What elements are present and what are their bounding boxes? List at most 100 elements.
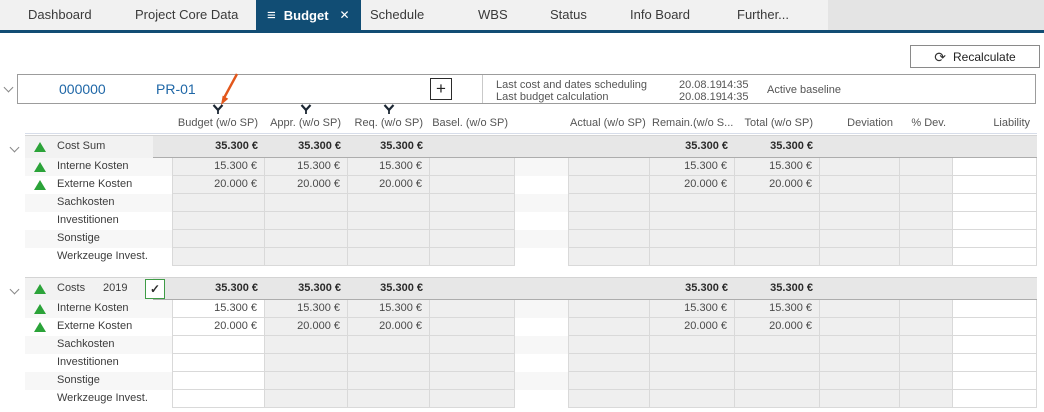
tab-dashboard[interactable]: Dashboard bbox=[28, 7, 92, 22]
filter-icon[interactable] bbox=[383, 104, 395, 115]
table-row[interactable]: Sonstige bbox=[25, 230, 1037, 248]
cell-liability[interactable] bbox=[953, 212, 1037, 230]
project-name[interactable]: PR-01 bbox=[156, 81, 196, 97]
cell-budget[interactable]: 15.300 € bbox=[172, 300, 265, 318]
row-label-cell[interactable]: Externe Kosten bbox=[25, 176, 172, 194]
cell-liability[interactable] bbox=[953, 230, 1037, 248]
column-header-req[interactable]: Req. (w/o SP) bbox=[354, 117, 423, 129]
row-label-cell[interactable]: Sachkosten bbox=[25, 194, 172, 212]
cell-budget[interactable] bbox=[172, 336, 265, 354]
column-header-actual[interactable]: Actual (w/o SP) bbox=[570, 117, 646, 129]
filter-icon[interactable] bbox=[300, 104, 312, 115]
cell-basel bbox=[430, 136, 515, 158]
cell-liability[interactable] bbox=[953, 390, 1037, 408]
cell-liability[interactable] bbox=[953, 176, 1037, 194]
cell-budget[interactable] bbox=[172, 372, 265, 390]
plus-icon: + bbox=[436, 79, 446, 98]
row-label-cell[interactable]: Werkzeuge Invest. bbox=[25, 248, 172, 266]
cell-deviation bbox=[820, 318, 900, 336]
cell-appr bbox=[265, 212, 348, 230]
cell-remain bbox=[650, 354, 735, 372]
column-header-budget[interactable]: Budget (w/o SP) bbox=[177, 117, 258, 129]
tab-project-core-data[interactable]: Project Core Data bbox=[135, 7, 239, 22]
row-label-cell[interactable]: Werkzeuge Invest. bbox=[25, 390, 172, 408]
cell-gap bbox=[515, 318, 568, 336]
group-label-cell[interactable]: Costs 2019 ✓ bbox=[25, 278, 172, 300]
table-row[interactable]: Werkzeuge Invest. bbox=[25, 390, 1037, 408]
cell-basel bbox=[430, 390, 515, 408]
group-row-cost-sum[interactable]: Cost Sum 35.300 € 35.300 € 35.300 € 35.3… bbox=[9, 135, 1037, 158]
table-row[interactable]: Interne Kosten 15.300 € 15.300 € 15.300 … bbox=[25, 300, 1037, 318]
column-header-pdev[interactable]: % Dev. bbox=[911, 117, 946, 129]
row-label-cell[interactable]: Investitionen bbox=[25, 354, 172, 372]
tab-info-board[interactable]: Info Board bbox=[630, 7, 690, 22]
cell-budget[interactable] bbox=[172, 354, 265, 372]
cell-budget[interactable] bbox=[172, 390, 265, 408]
cell-budget[interactable]: 20.000 € bbox=[172, 318, 265, 336]
cell-budget: 20.000 € bbox=[172, 176, 265, 194]
project-code[interactable]: 000000 bbox=[59, 81, 106, 97]
table-row[interactable]: Investitionen bbox=[25, 354, 1037, 372]
cell-liability[interactable] bbox=[953, 248, 1037, 266]
filter-icon[interactable] bbox=[212, 104, 224, 115]
group-label-cell[interactable]: Cost Sum bbox=[25, 136, 172, 158]
tab-schedule[interactable]: Schedule bbox=[370, 7, 425, 22]
cell-liability[interactable] bbox=[953, 194, 1037, 212]
cell-total bbox=[735, 354, 820, 372]
row-label-cell[interactable]: Sonstige bbox=[25, 230, 172, 248]
row-label-cell[interactable]: Investitionen bbox=[25, 212, 172, 230]
header-separator bbox=[25, 133, 1037, 134]
row-label-cell[interactable]: Interne Kosten bbox=[25, 158, 172, 176]
table-row[interactable]: Sonstige bbox=[25, 372, 1037, 390]
cell-pdev bbox=[900, 194, 953, 212]
column-header-appr[interactable]: Appr. (w/o SP) bbox=[270, 117, 341, 129]
add-button[interactable]: + bbox=[430, 78, 452, 100]
cell-liability[interactable] bbox=[953, 372, 1037, 390]
row-label-cell[interactable]: Externe Kosten bbox=[25, 318, 172, 336]
cell-gap bbox=[515, 248, 568, 266]
tab-budget-active[interactable]: ≡ Budget ✕ bbox=[256, 0, 361, 30]
tab-wbs[interactable]: WBS bbox=[478, 7, 508, 22]
table-row[interactable]: Externe Kosten 20.000 € 20.000 € 20.000 … bbox=[25, 176, 1037, 194]
cell-pdev bbox=[900, 318, 953, 336]
column-header-basel[interactable]: Basel. (w/o SP) bbox=[432, 117, 508, 129]
cell-appr: 15.300 € bbox=[265, 158, 348, 176]
row-label-cell[interactable]: Sachkosten bbox=[25, 336, 172, 354]
row-label-cell[interactable]: Interne Kosten bbox=[25, 300, 172, 318]
group-row-costs-2019[interactable]: Costs 2019 ✓ 35.300 € 35.300 € 35.300 € … bbox=[9, 277, 1037, 300]
column-header-deviation[interactable]: Deviation bbox=[847, 117, 893, 129]
tab-status[interactable]: Status bbox=[550, 7, 587, 22]
table-row[interactable]: Sachkosten bbox=[25, 194, 1037, 212]
cell-liability[interactable] bbox=[953, 300, 1037, 318]
row-label: Sonstige bbox=[57, 374, 100, 386]
column-header-total[interactable]: Total (w/o SP) bbox=[744, 117, 813, 129]
table-row[interactable]: Externe Kosten 20.000 € 20.000 € 20.000 … bbox=[25, 318, 1037, 336]
menu-icon[interactable]: ≡ bbox=[267, 6, 276, 24]
cell-liability[interactable] bbox=[953, 158, 1037, 176]
recalculate-button[interactable]: ⟳ Recalculate bbox=[910, 45, 1040, 68]
group-row-band bbox=[153, 136, 1037, 158]
chevron-down-icon[interactable] bbox=[9, 142, 20, 153]
cell-basel bbox=[430, 354, 515, 372]
table-row[interactable]: Werkzeuge Invest. bbox=[25, 248, 1037, 266]
row-label-cell[interactable]: Sonstige bbox=[25, 372, 172, 390]
tab-further[interactable]: Further... bbox=[737, 7, 790, 22]
column-header-remain[interactable]: Remain.(w/o S... bbox=[652, 117, 734, 129]
cell-gap bbox=[515, 278, 568, 300]
chevron-down-icon[interactable] bbox=[9, 284, 20, 295]
cell-liability bbox=[953, 136, 1037, 158]
cell-liability[interactable] bbox=[953, 318, 1037, 336]
chevron-down-icon[interactable] bbox=[3, 82, 15, 94]
cell-req: 15.300 € bbox=[348, 158, 430, 176]
cell-deviation bbox=[820, 336, 900, 354]
cell-liability[interactable] bbox=[953, 336, 1037, 354]
year-checkbox[interactable]: ✓ bbox=[145, 279, 165, 299]
cell-liability[interactable] bbox=[953, 354, 1037, 372]
cell-remain: 20.000 € bbox=[650, 176, 735, 194]
close-icon[interactable]: ✕ bbox=[339, 8, 350, 22]
column-header-liability[interactable]: Liability bbox=[993, 117, 1030, 129]
cell-actual bbox=[568, 372, 650, 390]
table-row[interactable]: Interne Kosten 15.300 € 15.300 € 15.300 … bbox=[25, 158, 1037, 176]
table-row[interactable]: Sachkosten bbox=[25, 336, 1037, 354]
table-row[interactable]: Investitionen bbox=[25, 212, 1037, 230]
